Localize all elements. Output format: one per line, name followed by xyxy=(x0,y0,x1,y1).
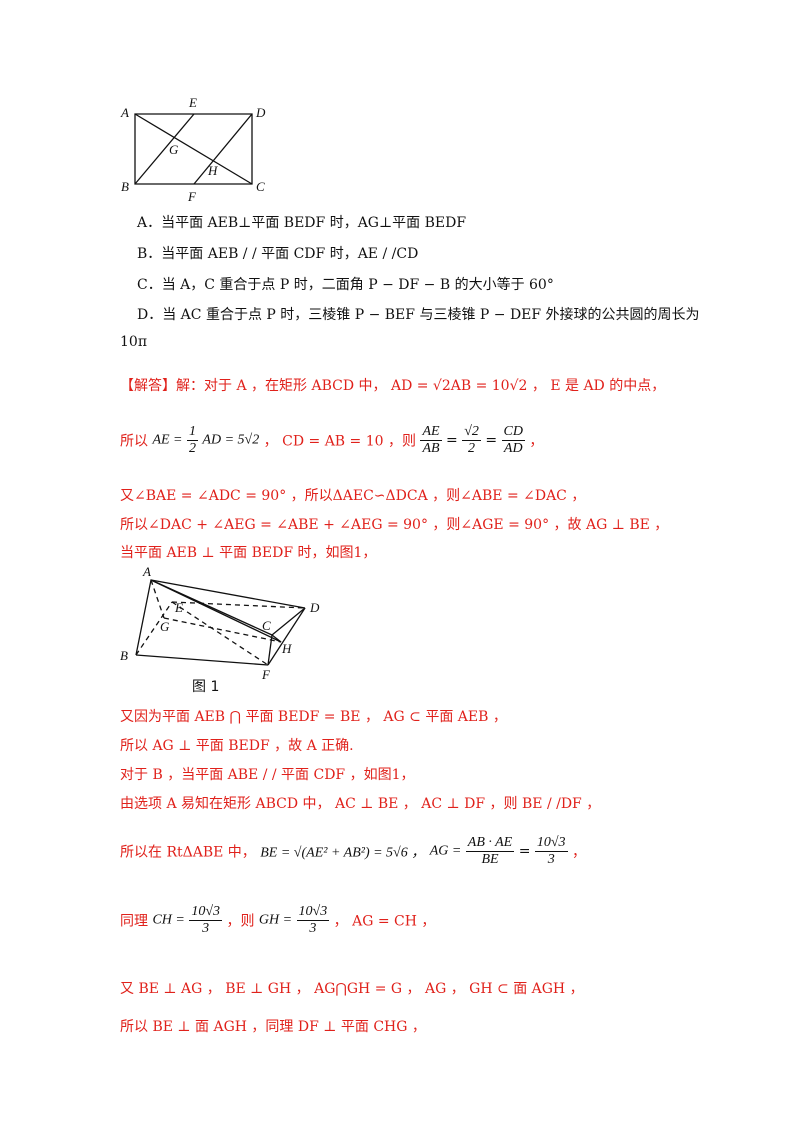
similarly-label: 同理 xyxy=(120,913,148,930)
option-a: A．当平面 AEB⊥平面 BEDF 时，AG⊥平面 BEDF xyxy=(137,215,467,231)
fig1-label-f: F xyxy=(261,667,271,682)
solution-line-7: 所以 AG ⊥ 平面 BEDF ，故 A 正确. xyxy=(120,738,354,754)
solution-line-10: 所以在 RtΔABE 中， BE = √(AE² + AB²) = 5√6 ， … xyxy=(120,835,586,868)
fraction-10root3-3: 10√3 3 xyxy=(534,835,568,867)
figure-1: A E D G C H B F xyxy=(120,564,320,682)
option-d-continued: 10π xyxy=(120,334,148,350)
equals-2: = xyxy=(485,432,498,449)
fraction-ae-ab: AE AB xyxy=(420,424,442,456)
in-rt-triangle: 所以在 RtΔABE 中， xyxy=(120,844,256,861)
solution-text-1: 解：对于 A ，在矩形 ABCD 中， AD = √2AB = 10√2 ， E… xyxy=(176,378,666,394)
segment-ac xyxy=(134,113,253,185)
edge-c-h xyxy=(271,634,282,643)
equals-1: = xyxy=(446,432,458,449)
cd-eq: ， CD = AB = 10 ，则 xyxy=(263,433,416,450)
so-label: 所以 xyxy=(120,433,148,450)
fraction-ab-ae-be: AB · AE BE xyxy=(465,835,515,867)
solution-line-12: 又 BE ⊥ AG ， BE ⊥ GH ， AG⋂GH = G ， AG ， G… xyxy=(120,981,584,997)
fig1-label-b: B xyxy=(120,648,128,663)
fig1-label-e: E xyxy=(174,600,183,615)
ae-value: AD = 5√2 xyxy=(202,432,260,448)
label-c: C xyxy=(256,179,265,194)
solution-line-1: 【解答】解：对于 A ，在矩形 ABCD 中， AD = √2AB = 10√2… xyxy=(120,375,665,395)
fraction-gh: 10√3 3 xyxy=(296,904,330,936)
fraction-cd-ad: CD AD xyxy=(501,424,525,456)
solution-line-13: 所以 BE ⊥ 面 AGH ，同理 DF ⊥ 平面 CHG ， xyxy=(120,1019,426,1035)
solution-line-3: 又∠BAE = ∠ADC = 90° ，所以ΔAEC∽ΔDCA ，则∠ABE =… xyxy=(120,488,586,504)
ag-eq: AG = xyxy=(429,843,462,859)
fig1-label-c: C xyxy=(262,618,271,633)
solution-line-8: 对于 B ，当平面 ABE / / 平面 CDF ，如图1， xyxy=(120,767,415,783)
solution-line-11: 同理 CH = 10√3 3 ，则 GH = 10√3 3 ， AG = CH ， xyxy=(120,904,435,937)
fig1-label-a: A xyxy=(142,564,151,579)
ae-eq: AE = xyxy=(152,432,183,448)
rectangle-figure: A E D G H B F C xyxy=(120,95,266,204)
segment-df xyxy=(193,113,253,185)
figure-1-caption: 图 1 xyxy=(192,679,220,695)
label-f: F xyxy=(187,189,197,204)
edge-c-d xyxy=(271,607,306,636)
dash-e-f xyxy=(171,601,269,666)
option-b: B．当平面 AEB / / 平面 CDF 时，AE / /CD xyxy=(137,246,419,262)
option-d: D．当 AC 重合于点 P 时，三棱锥 P − BEF 与三棱锥 P − DEF… xyxy=(137,307,700,323)
dash-b-e xyxy=(135,601,173,656)
then-label: ，则 xyxy=(226,913,255,930)
comma: ， xyxy=(529,433,544,450)
edge-a-h xyxy=(150,579,282,643)
comma-2: ， xyxy=(572,844,587,861)
fraction-ch: 10√3 3 xyxy=(189,904,222,936)
fig1-label-d: D xyxy=(309,600,320,615)
ch-eq: CH = xyxy=(152,912,185,928)
segment-be xyxy=(134,113,195,185)
label-a: A xyxy=(120,105,129,120)
label-e: E xyxy=(188,95,197,110)
be-length: BE = √(AE² + AB²) = 5√6 ， xyxy=(260,845,426,861)
label-b: B xyxy=(121,179,129,194)
edge-f-d xyxy=(267,607,306,666)
fig1-label-h: H xyxy=(281,641,292,656)
solution-line-4: 所以∠DAC + ∠AEG = ∠ABE + ∠AEG = 90° ，则∠AGE… xyxy=(120,517,669,533)
option-c: C．当 A，C 重合于点 P 时，二面角 P − DF − B 的大小等于 60… xyxy=(137,277,554,293)
dash-g-h xyxy=(163,617,282,643)
answer-tag: 【解答】 xyxy=(120,378,176,394)
label-g: G xyxy=(169,142,179,157)
label-d: D xyxy=(255,105,266,120)
dash-a-g xyxy=(150,579,165,619)
fig1-label-g: G xyxy=(160,619,170,634)
gh-eq: GH = xyxy=(258,912,293,928)
dash-e-d xyxy=(171,601,306,609)
ag-equals-ch: ， AG = CH ， xyxy=(333,913,436,930)
edge-b-f xyxy=(135,654,269,666)
label-h: H xyxy=(207,163,218,178)
solution-line-6: 又因为平面 AEB ⋂ 平面 BEDF = BE ， AG ⊂ 平面 AEB ， xyxy=(120,709,507,725)
solution-line-9: 由选项 A 易知在矩形 ABCD 中， AC ⊥ BE ， AC ⊥ DF ，则… xyxy=(120,796,601,812)
fraction-root2-2: √2 2 xyxy=(462,424,481,456)
solution-line-5: 当平面 AEB ⊥ 平面 BEDF 时，如图1， xyxy=(120,545,377,561)
equals-3: = xyxy=(518,843,531,860)
